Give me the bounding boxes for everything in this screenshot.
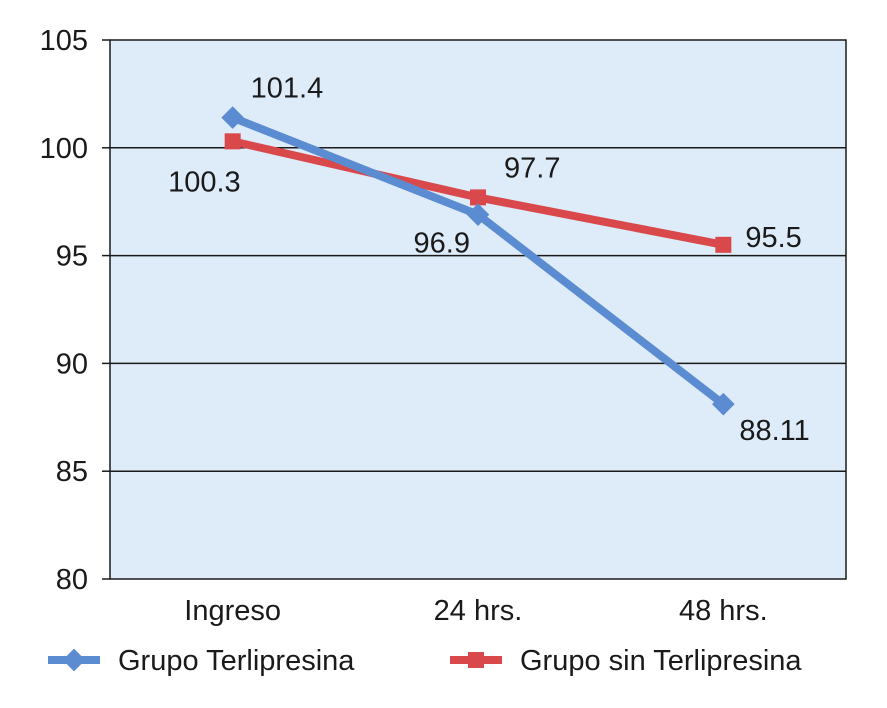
x-tick-label: 24 hrs. [434,595,523,627]
series-1 [224,133,732,253]
series-layer [221,106,735,416]
data-label: 88.11 [739,415,809,447]
y-tick-label: 85 [56,456,88,488]
y-tick-label: 90 [56,348,88,380]
data-point-square [715,236,732,253]
legend-item-terlipresina: Grupo Terlipresina [48,645,355,677]
data-point-square [470,189,486,206]
legend-label-terlipresina: Grupo Terlipresina [118,645,355,677]
y-tick-label: 95 [56,241,88,273]
data-labels: 100.3 97.7 95.5 101.4 96.9 88.11 [168,73,810,448]
y-tick-label: 105 [40,25,88,57]
x-tick-label: Ingreso [184,595,281,627]
plot-frame [109,39,847,580]
legend-item-sin-terlipresina: Grupo sin Terlipresina [450,645,802,677]
data-label: 95.5 [745,222,801,254]
x-axis-tick-labels: Ingreso 24 hrs. 48 hrs. [184,595,767,627]
legend-label-sin-terlipresina: Grupo sin Terlipresina [520,645,802,677]
legend-square-marker [468,652,484,668]
data-point-diamond [712,392,735,416]
legend-diamond-marker [62,648,86,672]
plot-area [110,40,846,579]
legend: Grupo Terlipresina Grupo sin Terlipresin… [48,645,802,677]
y-tick-label: 80 [56,564,88,596]
data-label: 96.9 [414,228,470,260]
x-tick-label: 48 hrs. [679,595,768,627]
data-label: 101.4 [251,73,324,105]
data-point-square [224,133,241,150]
data-label: 100.3 [168,166,241,198]
y-tick-label: 100 [40,133,88,165]
y-axis-tick-labels: 80 85 90 95 100 105 [40,25,110,596]
data-label: 97.7 [504,152,560,184]
data-point-diamond [221,106,244,129]
